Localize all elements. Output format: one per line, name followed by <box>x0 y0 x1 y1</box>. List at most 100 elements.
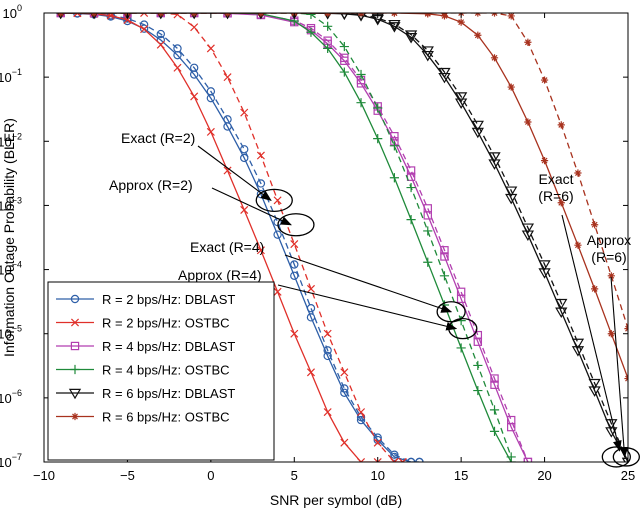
data-point <box>240 205 249 214</box>
annotation-arrow <box>197 145 272 202</box>
data-point <box>306 284 315 293</box>
data-point <box>156 35 165 45</box>
data-point <box>474 31 482 39</box>
plot-area-frame <box>43 12 629 463</box>
series-exact-line <box>60 13 420 462</box>
data-point <box>471 120 484 132</box>
x-axis-label: SNR per symbol (dB) <box>270 492 402 508</box>
data-point <box>373 134 383 144</box>
series-approx-line <box>60 13 628 462</box>
data-point <box>574 241 582 249</box>
data-point <box>273 196 282 205</box>
data-point <box>507 415 516 425</box>
annotation-label: Approx (R=4) <box>178 267 262 283</box>
series-exact-line <box>60 13 403 462</box>
data-point <box>607 272 615 280</box>
data-point <box>306 313 316 322</box>
annotation-arrow <box>211 187 292 226</box>
legend-label: R = 6 bps/Hz: DBLAST <box>102 386 235 401</box>
highlight-ellipse <box>255 188 293 212</box>
data-point <box>389 141 399 151</box>
data-point <box>390 457 399 462</box>
data-point <box>356 69 366 80</box>
data-point <box>356 415 366 425</box>
x-tick-label: 0 <box>207 468 214 483</box>
y-axis-label: Information Outage Probability (BLER) <box>1 118 17 357</box>
data-point <box>471 127 484 139</box>
data-point <box>340 384 349 393</box>
data-point <box>339 67 349 77</box>
data-point <box>139 20 149 29</box>
data-point <box>290 13 298 20</box>
data-point <box>323 346 332 355</box>
data-point <box>256 246 265 255</box>
data-point <box>489 426 500 436</box>
data-point <box>156 29 165 39</box>
data-point <box>189 63 199 72</box>
data-point <box>423 204 432 213</box>
data-point <box>323 408 332 417</box>
legend-marker <box>70 364 80 375</box>
data-point <box>423 257 433 267</box>
legend-entry-3: R = 4 bps/Hz: DBLAST <box>56 339 235 354</box>
data-point <box>240 145 249 154</box>
data-point <box>574 169 582 177</box>
data-point <box>457 18 465 26</box>
data-point <box>404 32 418 44</box>
legend-marker <box>70 341 80 351</box>
x-tick-label: 20 <box>537 468 551 483</box>
data-point <box>273 287 282 296</box>
data-point <box>206 87 216 96</box>
data-point <box>490 380 499 389</box>
data-point <box>489 405 500 415</box>
data-point <box>398 457 407 462</box>
data-point <box>454 98 468 109</box>
data-point <box>524 38 532 46</box>
series-5 <box>57 13 628 462</box>
data-point <box>273 230 282 239</box>
data-point <box>571 338 585 350</box>
data-point <box>356 98 366 108</box>
data-point <box>123 15 132 24</box>
annotation-label: Exact (R=4) <box>190 239 264 255</box>
data-point <box>223 115 232 124</box>
legend: R = 2 bps/Hz: DBLAST R = 2 bps/Hz: OSTBC R… <box>47 281 275 461</box>
data-point <box>540 156 549 165</box>
legend-box <box>47 281 275 461</box>
legend-entry-6: R = 6 bps/Hz: OSTBC <box>56 410 230 425</box>
data-point <box>490 54 499 62</box>
series-1 <box>56 13 424 462</box>
data-point <box>340 368 349 377</box>
annotation-4: Approx (R=4) <box>178 267 458 331</box>
data-point <box>323 329 332 338</box>
data-point <box>505 193 518 205</box>
data-point <box>388 19 401 31</box>
data-point <box>223 73 232 82</box>
data-point <box>506 452 516 462</box>
data-point <box>357 457 366 462</box>
data-point <box>290 260 299 269</box>
data-point <box>340 438 349 447</box>
annotations-layer: Exact (R=2) Approx (R=2) Exact (R=4) Approx… <box>109 130 640 468</box>
data-point <box>373 457 382 462</box>
legend-marker <box>70 294 80 304</box>
data-point <box>607 330 615 338</box>
y-tick-label: 10−3 <box>0 195 22 213</box>
data-point <box>256 151 265 160</box>
data-point <box>454 92 468 103</box>
annotation-3: Exact (R=4) <box>190 239 453 313</box>
x-tick-label: 15 <box>454 468 468 483</box>
data-point <box>505 186 518 197</box>
data-point <box>73 13 82 18</box>
data-point <box>406 215 416 225</box>
data-point <box>389 173 399 183</box>
legend-entry-5: R = 6 bps/Hz: DBLAST <box>56 386 235 401</box>
data-point <box>223 166 232 175</box>
annotation-label: Approx (R=2) <box>109 177 193 193</box>
data-point <box>538 260 551 271</box>
highlight-ellipse <box>601 446 631 468</box>
data-point <box>106 13 115 18</box>
legend-label: R = 4 bps/Hz: DBLAST <box>102 339 235 354</box>
data-point <box>356 412 366 422</box>
